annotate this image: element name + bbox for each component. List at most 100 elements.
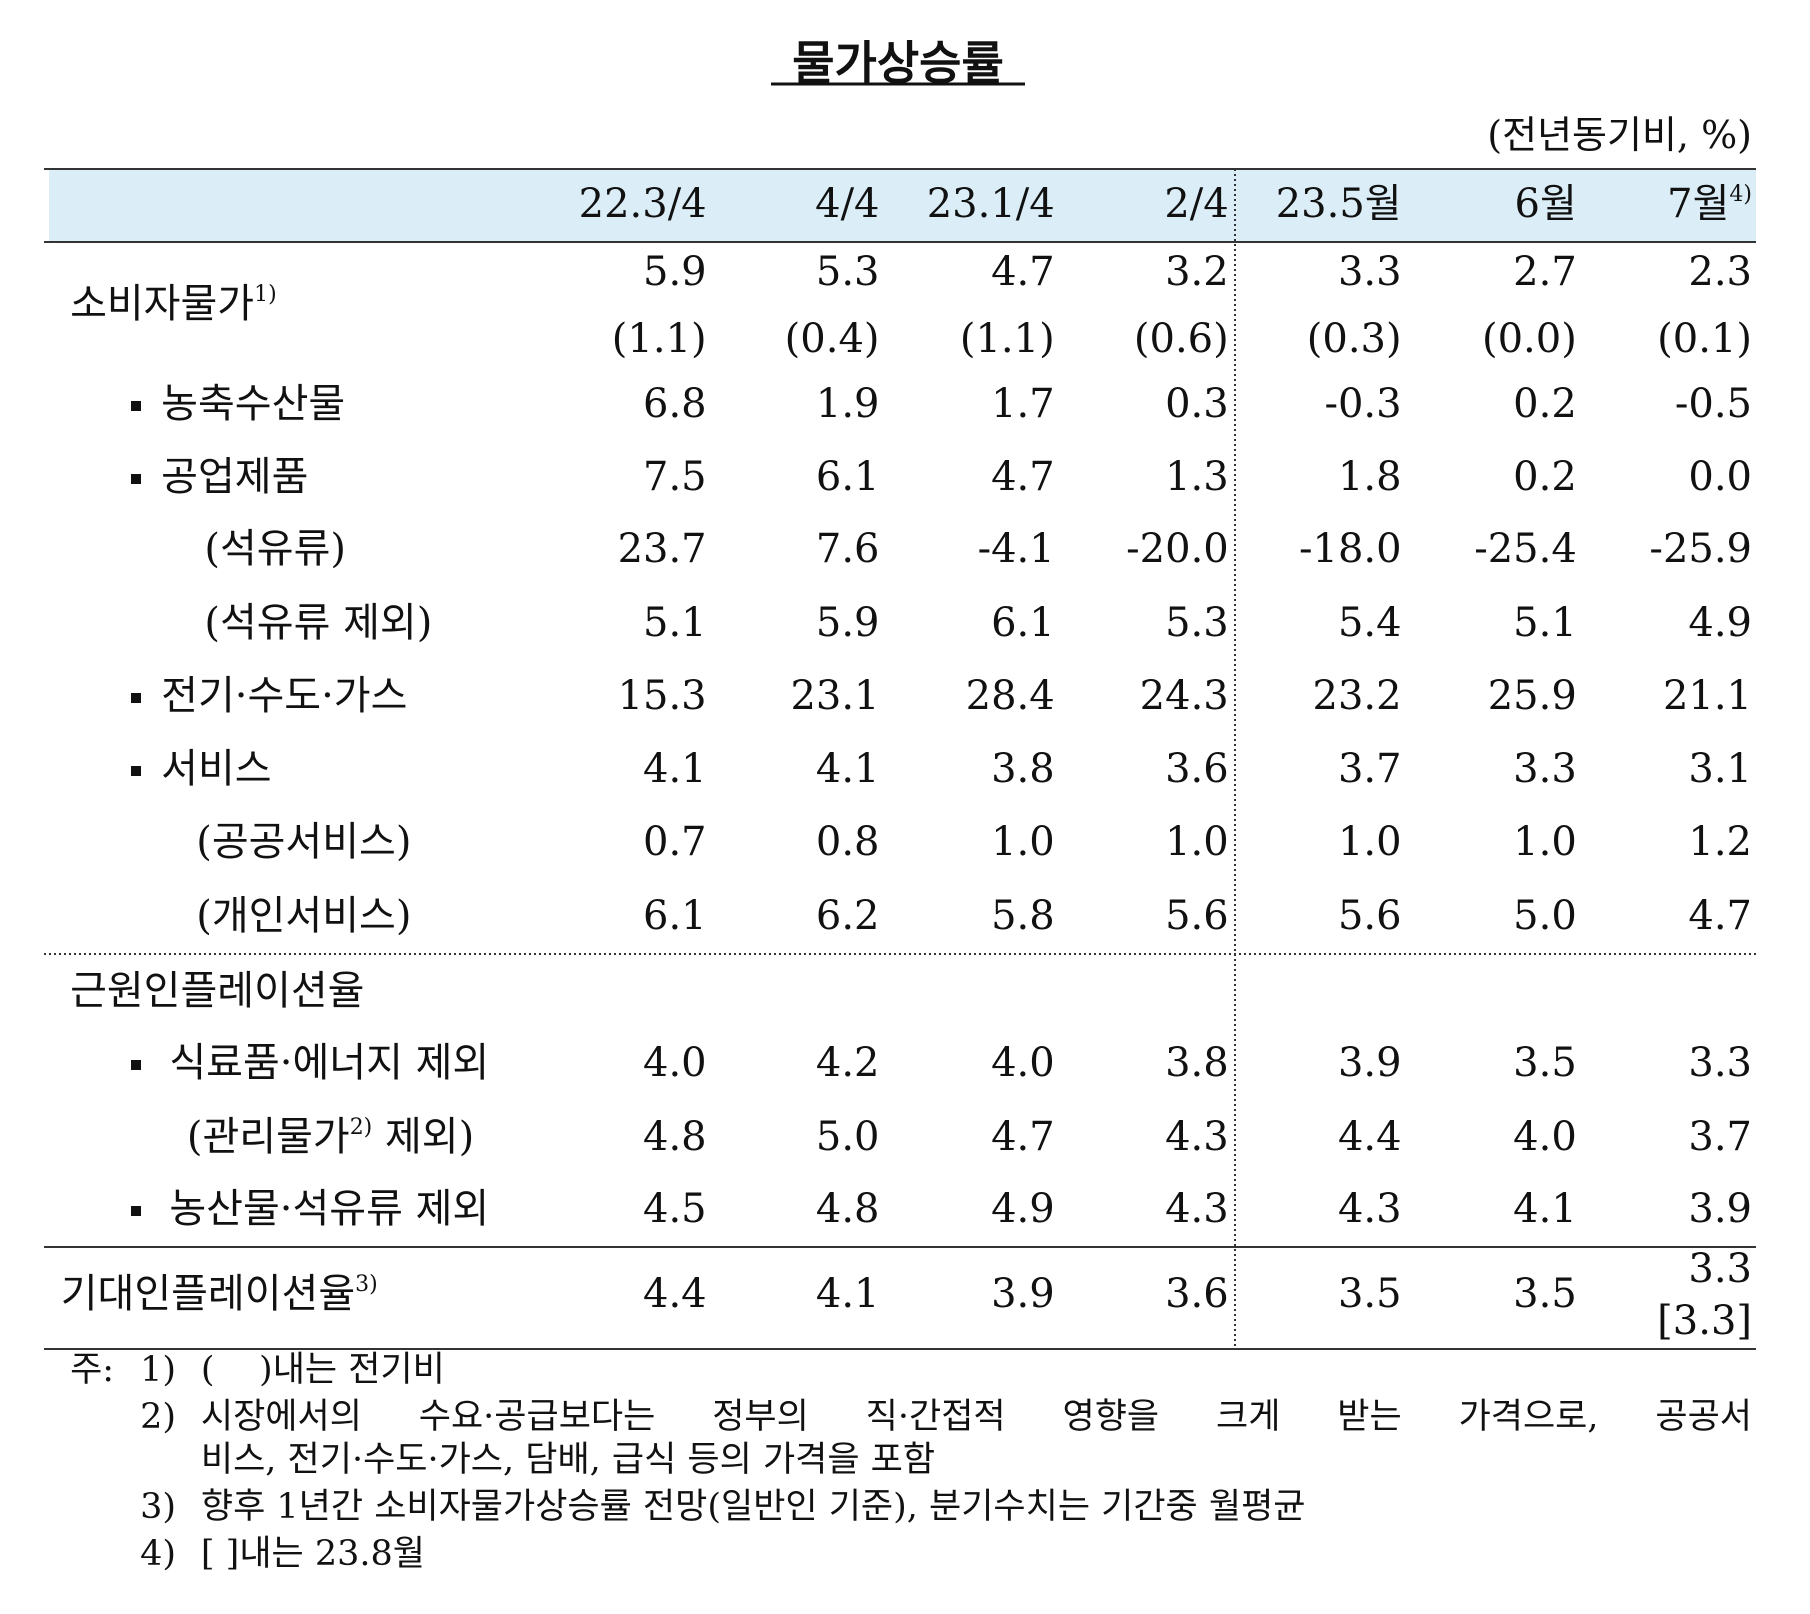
cell-value: 5.6 [1165,893,1229,940]
footnote-mark: 2) [349,1114,373,1140]
row-label-text: (관리물가 [186,1113,350,1160]
row-label: 공업제품 [161,457,308,497]
cell-value: 4.7 [991,453,1055,500]
cell-sub-value: (0.0) [1481,316,1577,363]
cell-value: 4.1 [815,745,880,792]
cell-sub-value: (1.1) [959,316,1055,363]
cell-value: 4.0 [1513,1113,1577,1160]
cell-value: 5.3 [815,249,880,296]
cell-value: 5.1 [643,599,707,646]
note-text: ( )내는 전기비 [200,1350,445,1391]
note-number: 4) [140,1533,177,1574]
cell-value: 5.6 [1337,893,1402,940]
row-label: (개인서비스) [196,896,411,936]
cell-value: 3.9 [1688,1186,1752,1233]
cell-value: -20.0 [1126,526,1229,573]
cell-value: -25.4 [1474,526,1577,573]
row-label: 서비스 [161,749,271,789]
note-number: 2) [140,1396,177,1437]
footnote-mark: 1) [254,282,277,308]
cell-value: 4.5 [643,1186,707,1233]
title: 물가상승률 [792,36,1004,90]
cell-value: -4.1 [977,526,1055,573]
row-label-text: 서비스 [161,745,272,792]
column-header: 6월 [1357,184,1577,224]
row-label: 농축수산물 [161,384,345,424]
cell-value: 6.1 [991,599,1055,646]
cell-value: 1.3 [1165,453,1229,500]
cell-value: 4.4 [1337,1113,1402,1160]
column-header-text: 22.3/4 [578,180,707,227]
row-label-text: 농축수산물 [161,381,346,428]
cell-value: 6.2 [815,893,880,940]
cell-value: 1.0 [1513,819,1577,866]
cell-value: 3.5 [1337,1271,1402,1318]
column-header: 23.5월 [1182,184,1402,224]
bullet [130,1206,141,1217]
note-number: 1) [140,1350,177,1391]
cell-sub-value: (0.4) [784,316,880,363]
row-label-text: 기대인플레이션율 [60,1271,356,1318]
cell-value: 4.0 [643,1040,707,1087]
column-header-text: 2/4 [1164,180,1229,227]
row-label: (관리물가2) 제외) [186,1113,475,1160]
cell-value: 23.7 [617,526,707,573]
column-header: 2/4 [1009,180,1229,227]
bullet [130,765,141,776]
cell-value: 5.1 [1513,599,1577,646]
column-header-text: 4/4 [815,180,880,227]
cell-value: 7.6 [815,526,880,573]
cell-value: 4.3 [1337,1186,1402,1233]
cell-value: 4.1 [815,1271,880,1318]
note-text: 비스, 전기·수도·가스, 담배, 급식 등의 가격을 포함 [200,1440,936,1481]
header-band [49,169,1756,242]
cell-value: 3.7 [1337,745,1402,792]
cell-value: 4.3 [1165,1113,1229,1160]
cell-value: 4.8 [815,1186,880,1233]
cell-value: 4.9 [991,1186,1055,1233]
cell-value: 5.4 [1337,599,1402,646]
cell-value: -0.5 [1674,381,1752,428]
cell-value: 6.1 [643,893,707,940]
row-label-text: 제외) [372,1113,475,1160]
cell-value: 24.3 [1139,673,1229,720]
cell-value: 0.8 [815,819,880,866]
cell-value: 7.5 [643,453,707,500]
cell-value: 3.1 [1688,745,1752,792]
bullet [130,693,141,704]
note-text: 향후 1년간 소비자물가상승률 전망(일반인 기준), 분기수치는 기간중 월평… [200,1486,1306,1527]
cell-value: 0.7 [643,819,707,866]
cell-value: 28.4 [965,673,1055,720]
row-label: 식료품·에너지 제외 [169,1043,489,1083]
cell-value: 2.7 [1513,249,1577,296]
bullet [130,473,141,484]
cell-value: 4.3 [1165,1186,1229,1233]
cell-value: 6.1 [815,453,880,500]
cell-value: 1.0 [1337,819,1402,866]
cell-value: 4.7 [991,1113,1055,1160]
cell-value: 4.1 [643,745,707,792]
cell-value: 1.8 [1337,453,1402,500]
cell-value: 4.7 [1688,893,1752,940]
footnote-mark: 4) [1729,181,1752,207]
cell-sub-value: (0.3) [1306,316,1402,363]
column-header-text: 23.1/4 [926,180,1055,227]
cell-value: 5.0 [1513,893,1577,940]
cell-value: 25.9 [1487,673,1577,720]
row-label: (석유류 제외) [204,603,432,643]
row-label: 소비자물가1) [70,282,277,325]
unit: (전년동기비, %) [1487,113,1752,157]
cell-value: 5.3 [1165,599,1229,646]
cell-value: -25.9 [1649,526,1752,573]
cell-value: 1.2 [1688,819,1752,866]
cell-value: 4.9 [1688,599,1752,646]
column-header-text: 23.5월 [1275,180,1402,227]
row-label-text: (석유류 제외) [204,599,433,646]
cell-value: 23.1 [790,673,880,720]
notes-prefix: 주: [70,1350,115,1391]
cell-value: 3.6 [1165,1271,1229,1318]
cell-value: 0.0 [1688,453,1752,500]
column-header-text: 6월 [1514,180,1577,227]
cell-value: 4.2 [815,1040,880,1087]
